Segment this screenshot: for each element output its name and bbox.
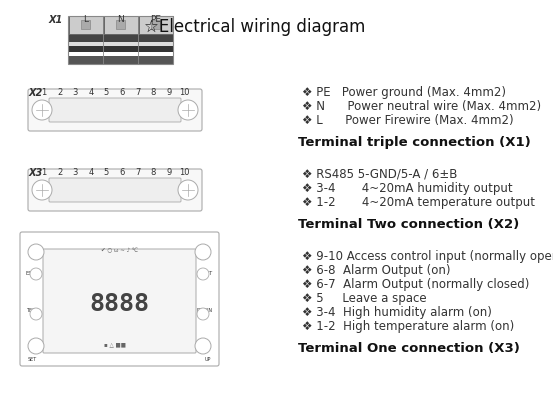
Text: ESC: ESC [26, 271, 35, 276]
Text: 7: 7 [135, 168, 140, 177]
Bar [68, 57, 173, 65]
Text: ▪ △ ■■: ▪ △ ■■ [103, 342, 126, 347]
Bar [69, 17, 102, 35]
Text: ❖ 1-2       4~20mA temperature output: ❖ 1-2 4~20mA temperature output [302, 196, 535, 209]
FancyBboxPatch shape [28, 170, 202, 211]
FancyBboxPatch shape [49, 99, 181, 123]
Text: Terminal One connection (X3): Terminal One connection (X3) [298, 341, 520, 354]
Text: ❖ 6-8  Alarm Output (on): ❖ 6-8 Alarm Output (on) [302, 263, 451, 276]
Text: TEST: TEST [26, 307, 38, 312]
Text: ❖ N      Power neutral wire (Max. 4mm2): ❖ N Power neutral wire (Max. 4mm2) [302, 100, 541, 113]
Text: ❖ PE   Power ground (Max. 4mm2): ❖ PE Power ground (Max. 4mm2) [302, 86, 506, 99]
Text: X1: X1 [48, 15, 62, 25]
Text: ❖ L      Power Firewire (Max. 4mm2): ❖ L Power Firewire (Max. 4mm2) [302, 114, 514, 127]
Text: 2: 2 [57, 88, 62, 97]
Text: Terminal triple connection (X1): Terminal triple connection (X1) [298, 136, 531, 148]
Text: 4: 4 [88, 88, 93, 97]
Text: SET: SET [28, 356, 37, 361]
Text: 9: 9 [166, 168, 171, 177]
Text: 8: 8 [150, 168, 156, 177]
Circle shape [32, 180, 52, 200]
Bar [81, 21, 90, 30]
Text: 8888: 8888 [90, 291, 149, 315]
Bar [116, 21, 125, 30]
Text: 4: 4 [88, 168, 93, 177]
Text: X2: X2 [28, 88, 42, 98]
Text: 7: 7 [135, 88, 140, 97]
Bar [138, 17, 173, 35]
Text: ❖ 6-7  Alarm Output (normally closed): ❖ 6-7 Alarm Output (normally closed) [302, 277, 529, 290]
Text: N: N [117, 15, 124, 24]
FancyBboxPatch shape [20, 232, 219, 366]
Text: 10: 10 [179, 88, 190, 97]
Text: 10: 10 [179, 168, 190, 177]
Text: 5: 5 [104, 88, 109, 97]
Text: L: L [83, 15, 88, 24]
Circle shape [30, 308, 42, 320]
FancyBboxPatch shape [43, 249, 196, 353]
Text: ☆Electrical wiring diagram: ☆Electrical wiring diagram [144, 18, 366, 36]
Text: PE: PE [150, 15, 161, 24]
Text: 2: 2 [57, 168, 62, 177]
Text: DOWN: DOWN [197, 307, 213, 312]
Bar [68, 17, 173, 65]
Text: ❖ 3-4       4~20mA humidity output: ❖ 3-4 4~20mA humidity output [302, 182, 513, 195]
Text: 1: 1 [41, 88, 46, 97]
Circle shape [32, 101, 52, 121]
Text: ❖ 3-4  High humidity alarm (on): ❖ 3-4 High humidity alarm (on) [302, 305, 492, 318]
Text: 8: 8 [150, 88, 156, 97]
Text: SET: SET [204, 271, 213, 276]
FancyBboxPatch shape [28, 90, 202, 132]
Text: UP: UP [205, 356, 211, 361]
Bar [68, 47, 173, 53]
Text: 3: 3 [72, 88, 78, 97]
Text: 6: 6 [119, 88, 124, 97]
Circle shape [195, 245, 211, 261]
Bar [68, 43, 173, 47]
Text: 9: 9 [166, 88, 171, 97]
Circle shape [28, 338, 44, 354]
Text: ✔ ○ ω ∼ ♪ ℃: ✔ ○ ω ∼ ♪ ℃ [101, 247, 138, 252]
Text: ❖ 5     Leave a space: ❖ 5 Leave a space [302, 291, 426, 304]
Text: ❖ 1-2  High temperature alarm (on): ❖ 1-2 High temperature alarm (on) [302, 319, 514, 332]
Circle shape [195, 338, 211, 354]
Text: 5: 5 [104, 168, 109, 177]
Bar [103, 17, 138, 35]
Circle shape [197, 308, 209, 320]
Bar [68, 35, 173, 43]
Circle shape [197, 268, 209, 280]
Circle shape [28, 245, 44, 261]
FancyBboxPatch shape [49, 179, 181, 202]
Circle shape [30, 268, 42, 280]
Circle shape [178, 101, 198, 121]
Circle shape [178, 180, 198, 200]
Text: 6: 6 [119, 168, 124, 177]
Text: X3: X3 [28, 168, 42, 178]
Text: 1: 1 [41, 168, 46, 177]
Text: Terminal Two connection (X2): Terminal Two connection (X2) [298, 218, 519, 230]
Text: 3: 3 [72, 168, 78, 177]
Bar [151, 21, 160, 30]
Text: ❖ 9-10 Access control input (normally open): ❖ 9-10 Access control input (normally op… [302, 249, 553, 262]
Text: ❖ RS485 5-GND/5-A / 6±B: ❖ RS485 5-GND/5-A / 6±B [302, 168, 457, 180]
